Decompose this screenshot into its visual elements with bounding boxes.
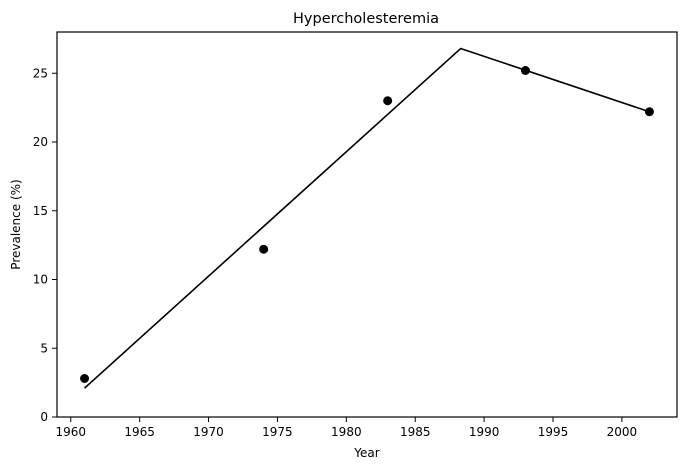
x-tick-label: 1965: [124, 425, 155, 439]
x-tick-label: 1990: [469, 425, 500, 439]
data-point: [644, 107, 654, 117]
y-tick-label: 5: [40, 341, 48, 355]
y-tick-label: 15: [33, 204, 48, 218]
x-tick-label: 1985: [400, 425, 431, 439]
fit-line: [84, 47, 650, 389]
data-points: [80, 66, 654, 383]
x-tick-label: 1995: [538, 425, 569, 439]
data-point: [520, 66, 530, 75]
y-tick-label: 10: [33, 273, 48, 287]
x-tick-label: 1980: [331, 425, 362, 439]
plot-frame: [56, 31, 678, 418]
data-point: [80, 374, 90, 383]
x-axis-ticks: 1960 1965 1970 1975 1980 1985 1990 1995 2000: [56, 417, 638, 439]
x-tick-label: 1970: [193, 425, 224, 439]
y-tick-label: 25: [33, 66, 48, 80]
y-tick-label: 20: [33, 135, 48, 149]
x-tick-label: 2000: [607, 425, 638, 439]
x-axis-label: Year: [353, 446, 379, 460]
x-tick-label: 1960: [56, 425, 87, 439]
y-tick-label: 0: [40, 410, 48, 424]
y-axis-ticks: 0 5 10 15 20 25: [33, 66, 57, 424]
data-point: [259, 244, 269, 254]
y-axis-label: Prevalence (%): [9, 179, 23, 269]
x-tick-label: 1975: [262, 425, 293, 439]
data-point: [383, 96, 393, 106]
chart-title: Hypercholesteremia: [293, 11, 439, 27]
